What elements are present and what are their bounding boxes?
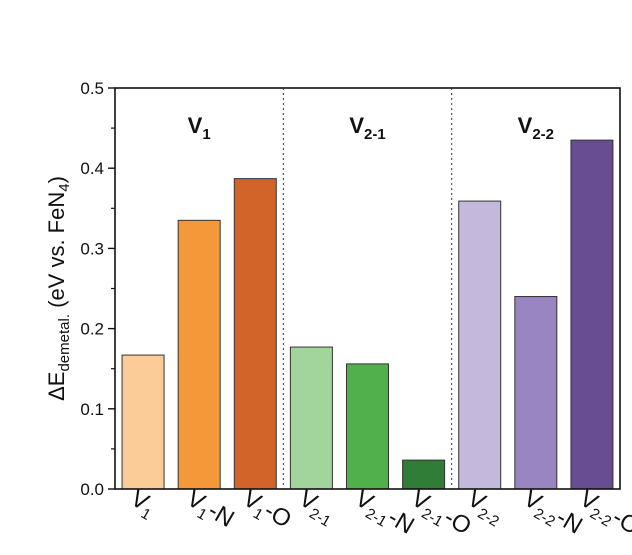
bar-6 bbox=[458, 200, 502, 490]
bar-8 bbox=[570, 139, 614, 490]
x-tick-label-4: V2-1-N bbox=[349, 485, 419, 543]
plot-frame bbox=[108, 87, 621, 490]
group-label-0: V1 bbox=[188, 113, 211, 143]
x-tick-label-0: V1 bbox=[124, 485, 161, 524]
bar-3 bbox=[289, 346, 333, 490]
bar-4 bbox=[346, 363, 389, 490]
bar-5 bbox=[402, 459, 446, 490]
group-label-2: V2-2 bbox=[518, 113, 554, 143]
bars-layer bbox=[121, 139, 614, 490]
x-tick-label-3: V2-1 bbox=[292, 485, 340, 531]
y-tick-label-3: 0.3 bbox=[80, 239, 104, 258]
bar-2 bbox=[233, 178, 277, 490]
y-axis-label: ΔEdemetal. (eV vs. FeN4) bbox=[44, 176, 73, 401]
y-tick-label-0: 0.0 bbox=[80, 480, 104, 499]
y-tick-label-4: 0.4 bbox=[80, 159, 104, 178]
y-tick-label-1: 0.1 bbox=[80, 400, 104, 419]
x-tick-label-1: V1-N bbox=[180, 485, 239, 537]
y-tick-label-5: 0.5 bbox=[80, 79, 104, 98]
group-label-1: V2-1 bbox=[349, 113, 385, 143]
x-tick-label-2: V1-O bbox=[236, 485, 296, 537]
x-tick-label-7: V2-2-N bbox=[517, 485, 587, 543]
bar-0 bbox=[121, 354, 165, 490]
y-tick-label-2: 0.2 bbox=[80, 320, 104, 339]
bar-7 bbox=[514, 296, 558, 490]
bar-1 bbox=[177, 219, 221, 490]
